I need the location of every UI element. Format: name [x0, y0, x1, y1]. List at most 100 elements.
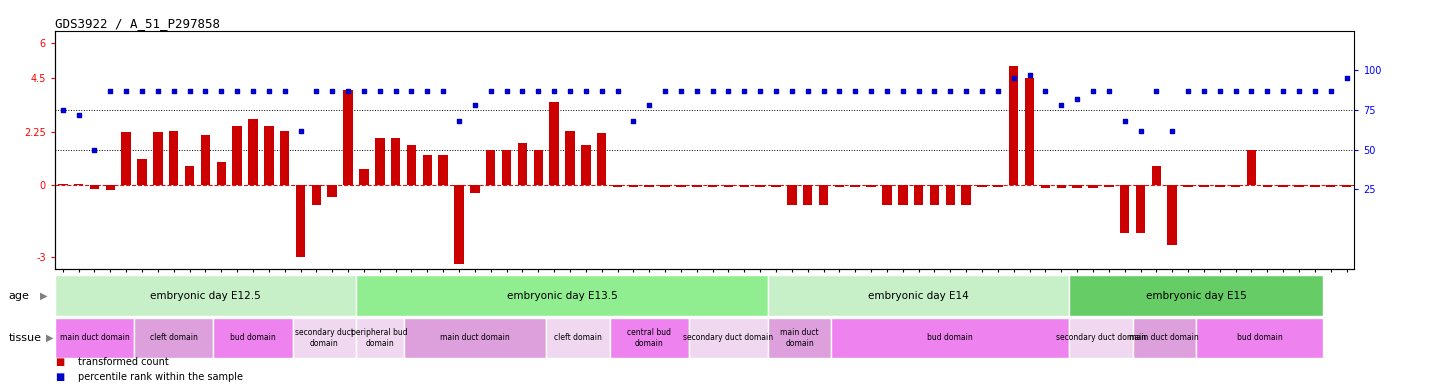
FancyBboxPatch shape [768, 275, 1069, 316]
Bar [1041, 185, 1050, 188]
Text: GDS3922 / A_51_P297858: GDS3922 / A_51_P297858 [55, 17, 219, 30]
Text: main duct domain: main duct domain [440, 333, 510, 343]
Point [321, 88, 344, 94]
Bar [612, 185, 622, 187]
Point [209, 88, 232, 94]
Bar [360, 169, 368, 185]
Bar [471, 185, 479, 193]
Point [257, 88, 280, 94]
Bar [137, 159, 147, 185]
Bar [375, 138, 384, 185]
Point [51, 107, 74, 113]
Point [352, 88, 375, 94]
Bar [344, 90, 352, 185]
Point [1145, 88, 1168, 94]
Point [1161, 127, 1184, 134]
Point [1097, 88, 1121, 94]
Point [559, 88, 582, 94]
Text: secondary duct domain: secondary duct domain [683, 333, 774, 343]
Text: embryonic day E13.5: embryonic day E13.5 [507, 291, 618, 301]
Point [859, 88, 882, 94]
Point [1193, 88, 1216, 94]
Point [716, 88, 739, 94]
Bar [1294, 185, 1304, 187]
Bar [232, 126, 243, 185]
Point [1304, 88, 1327, 94]
Bar [549, 102, 559, 185]
FancyBboxPatch shape [55, 275, 357, 316]
Point [827, 88, 851, 94]
Point [130, 88, 153, 94]
Bar [1341, 185, 1352, 187]
Point [178, 88, 201, 94]
Bar [1057, 185, 1066, 188]
FancyBboxPatch shape [609, 318, 689, 358]
Point [400, 88, 423, 94]
Point [241, 88, 264, 94]
Bar [755, 185, 765, 187]
FancyBboxPatch shape [55, 318, 134, 358]
Bar [851, 185, 861, 187]
Bar [1152, 166, 1161, 185]
FancyBboxPatch shape [1132, 318, 1196, 358]
Point [575, 88, 598, 94]
Bar [455, 185, 464, 264]
Point [1225, 88, 1248, 94]
Bar [1167, 185, 1177, 245]
Bar [565, 131, 575, 185]
FancyBboxPatch shape [357, 275, 768, 316]
Point [1066, 96, 1089, 102]
FancyBboxPatch shape [1069, 318, 1132, 358]
Bar [312, 185, 321, 205]
Point [193, 88, 217, 94]
Point [543, 88, 566, 94]
Point [670, 88, 693, 94]
Bar [708, 185, 718, 187]
FancyBboxPatch shape [546, 318, 609, 358]
Point [1209, 88, 1232, 94]
FancyBboxPatch shape [768, 318, 832, 358]
Bar [676, 185, 686, 187]
Point [114, 88, 137, 94]
Bar [153, 132, 163, 185]
Bar [898, 185, 907, 205]
Point [939, 88, 962, 94]
Text: embryonic day E15: embryonic day E15 [1145, 291, 1246, 301]
Point [1320, 88, 1343, 94]
Bar [201, 136, 211, 185]
Text: bud domain: bud domain [230, 333, 276, 343]
Text: main duct domain: main duct domain [59, 333, 130, 343]
Bar [1230, 185, 1240, 187]
Bar [596, 133, 606, 185]
Bar [914, 185, 923, 205]
Bar [217, 162, 227, 185]
Point [891, 88, 914, 94]
Point [1177, 88, 1200, 94]
FancyBboxPatch shape [293, 318, 357, 358]
Bar [280, 131, 289, 185]
Bar [1310, 185, 1320, 187]
Point [638, 102, 661, 108]
Bar [58, 184, 68, 185]
Bar [660, 185, 670, 187]
Bar [771, 185, 781, 187]
Bar [580, 145, 591, 185]
Point [1256, 88, 1279, 94]
Bar [1278, 185, 1288, 187]
Point [511, 88, 534, 94]
Point [146, 88, 169, 94]
Text: ▶: ▶ [46, 333, 53, 343]
Bar [296, 185, 305, 257]
Text: peripheral bud
domain: peripheral bud domain [351, 328, 409, 348]
Point [796, 88, 819, 94]
Bar [628, 185, 638, 187]
Bar [487, 150, 495, 185]
Point [495, 88, 518, 94]
Point [464, 102, 487, 108]
Bar [105, 185, 116, 190]
Text: bud domain: bud domain [1236, 333, 1282, 343]
Text: main duct domain: main duct domain [1129, 333, 1199, 343]
Point [1113, 118, 1136, 124]
Bar [1262, 185, 1272, 187]
Bar [946, 185, 954, 205]
